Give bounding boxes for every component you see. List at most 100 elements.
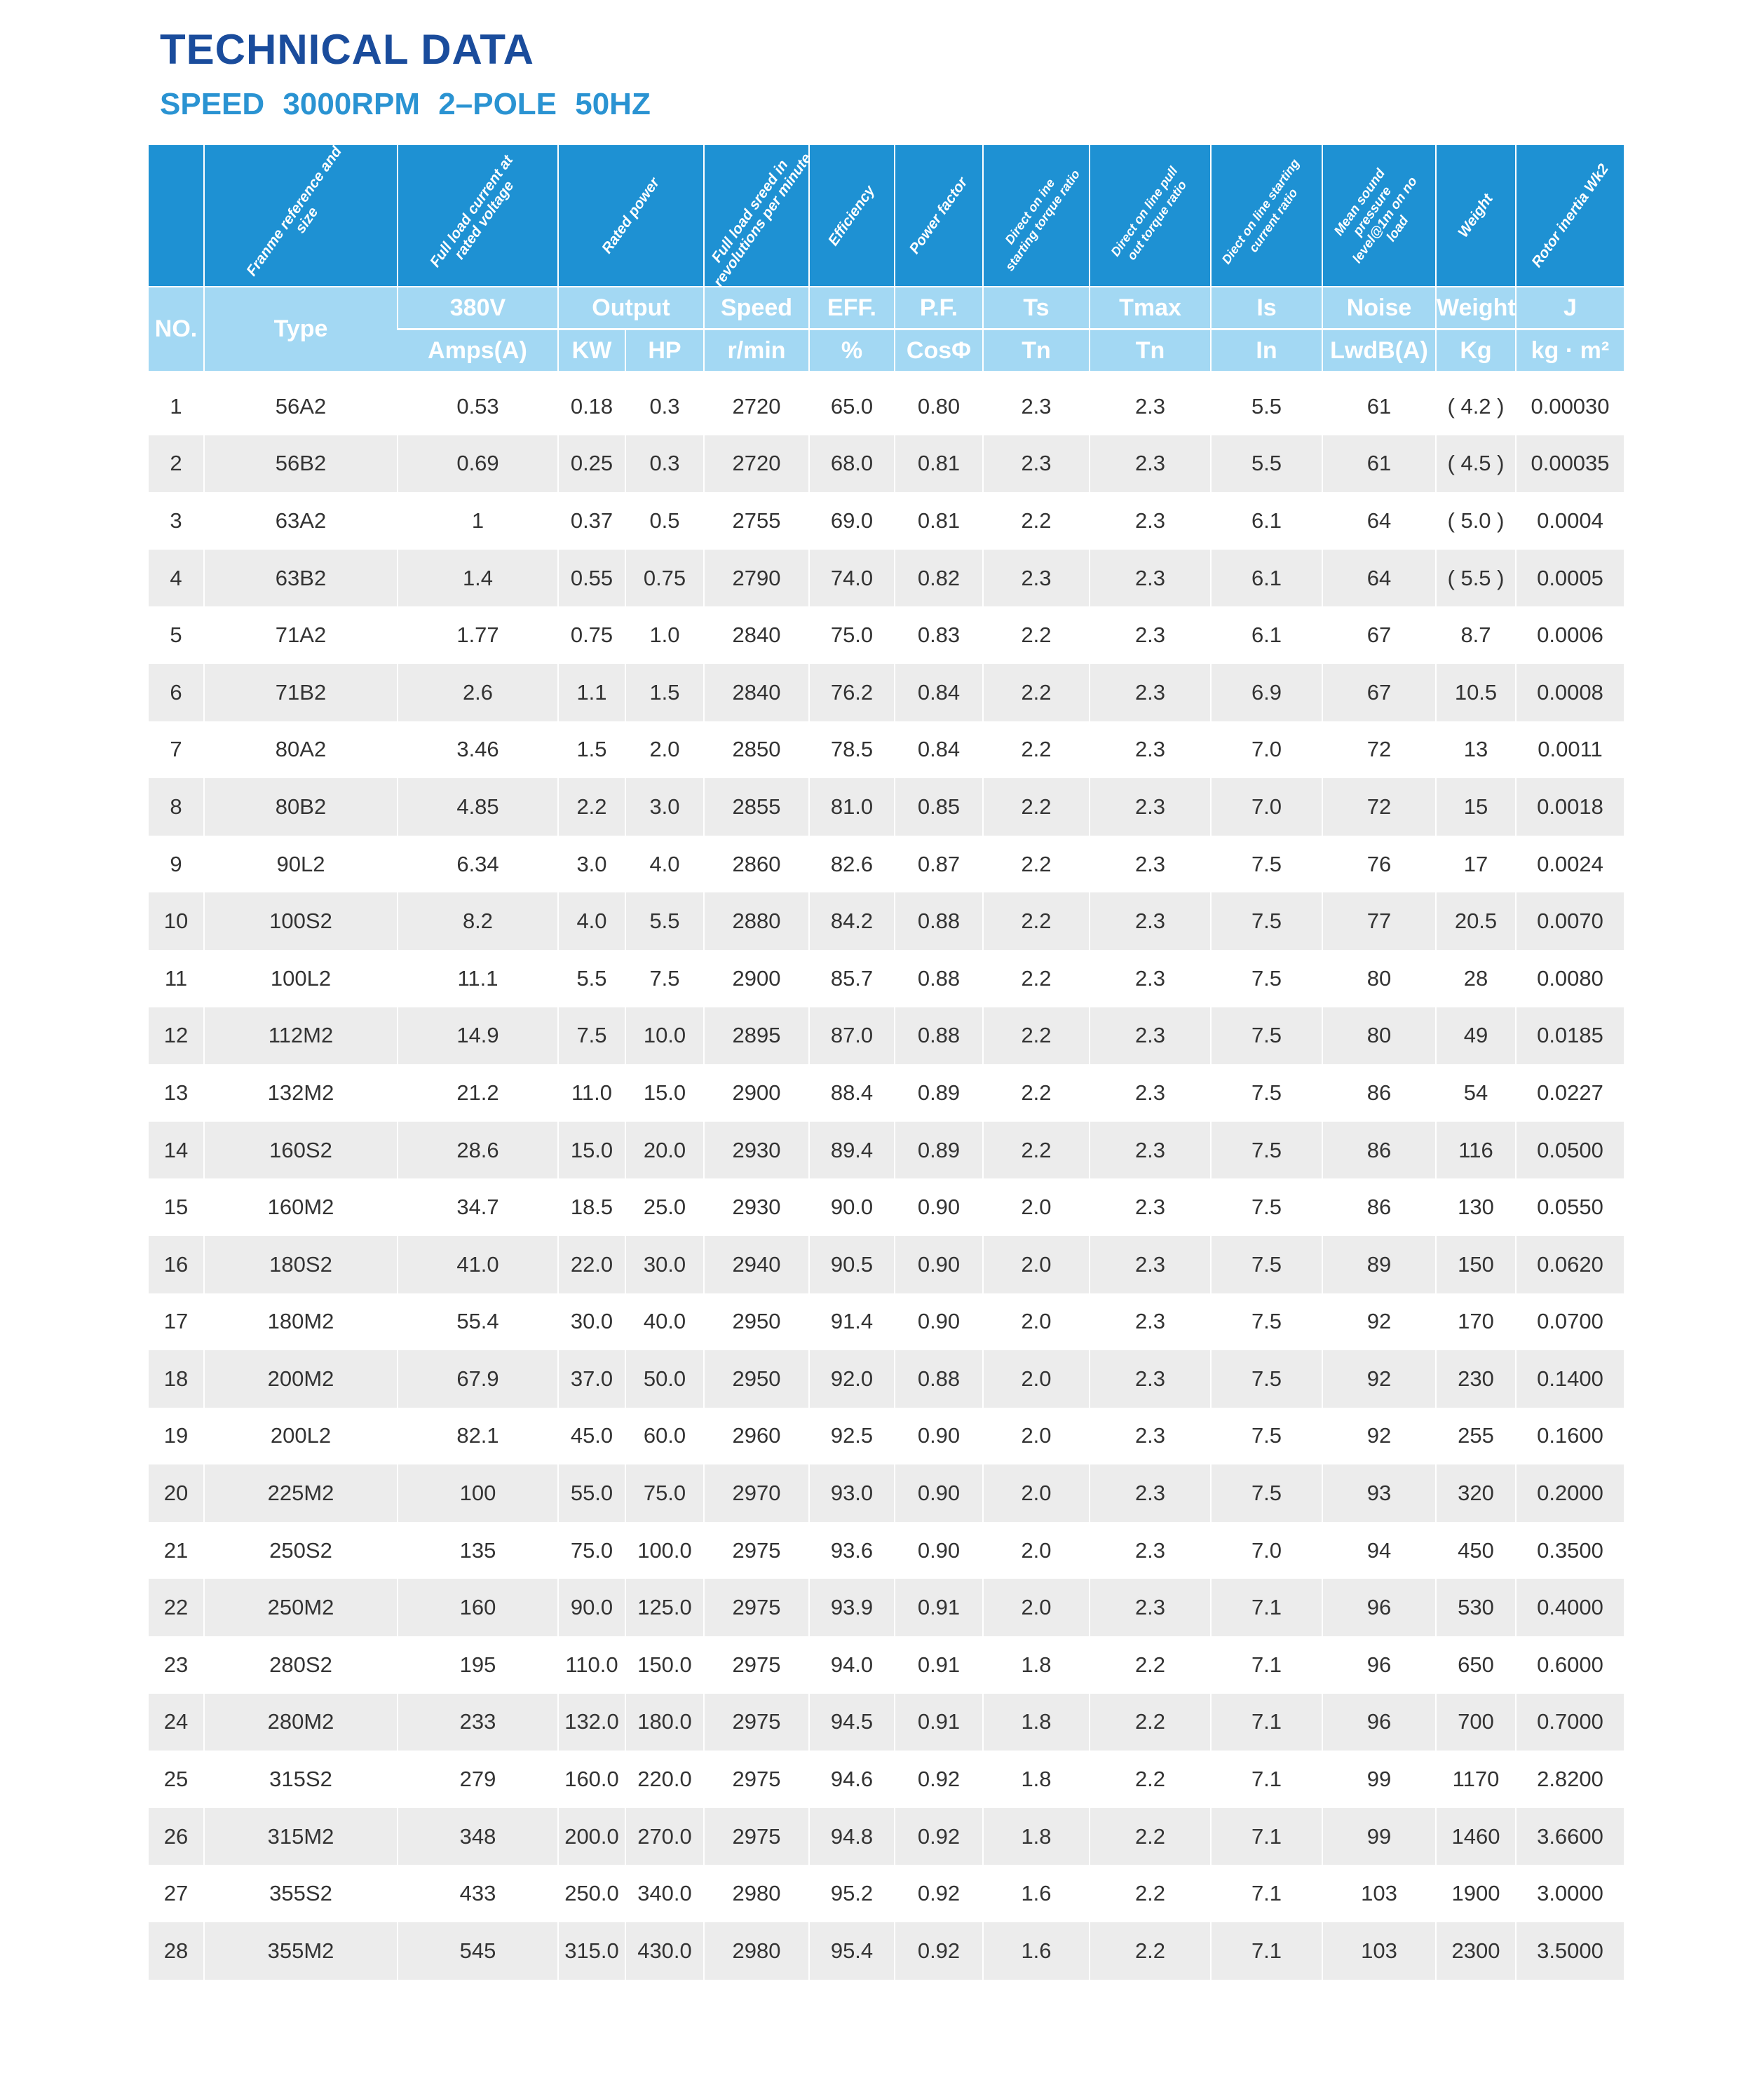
table-cell: 7.5 xyxy=(1210,1407,1322,1465)
table-cell: 30.0 xyxy=(625,1235,704,1293)
table-cell: 0.82 xyxy=(894,549,983,607)
table-row: 26 315M2 348 200.0 270.0 2975 94.8 0.92 1.8 2.2 7.… xyxy=(149,1807,1624,1865)
table-cell: 103 xyxy=(1322,1865,1436,1923)
table-cell: 225M2 xyxy=(203,1464,398,1522)
table-cell: 0.89 xyxy=(894,1064,983,1122)
table-cell: 0.90 xyxy=(894,1407,983,1465)
table-cell: 0.92 xyxy=(894,1751,983,1808)
table-cell: 2.3 xyxy=(1089,1293,1211,1351)
table-cell: 75.0 xyxy=(557,1521,625,1579)
table-cell: 76.2 xyxy=(808,663,895,721)
table-cell: 3.6600 xyxy=(1515,1807,1624,1865)
table-row: 1 56A2 0.53 0.18 0.3 2720 65.0 0.80 2.3 2.3 5.5 61(… xyxy=(149,371,1624,435)
table-cell: 15 xyxy=(1435,778,1516,836)
header-380v: 380V xyxy=(397,286,558,329)
table-cell: 2720 xyxy=(703,435,809,493)
table-cell: 0.85 xyxy=(894,778,983,836)
table-cell: 7.5 xyxy=(1210,1121,1322,1179)
table-cell: 17 xyxy=(1435,835,1516,893)
table-cell: 2.3 xyxy=(982,435,1090,493)
table-cell: 200L2 xyxy=(203,1407,398,1465)
table-cell: 112M2 xyxy=(203,1007,398,1065)
table-cell: 0.0550 xyxy=(1515,1178,1624,1236)
table-cell: 2975 xyxy=(703,1693,809,1751)
table-cell: 2.2 xyxy=(1089,1636,1211,1694)
table-cell: 50.0 xyxy=(625,1350,704,1408)
table-cell: 7.1 xyxy=(1210,1865,1322,1923)
header-weight: Weight xyxy=(1435,286,1516,329)
table-cell: 94.8 xyxy=(808,1807,895,1865)
table-cell: 0.0004 xyxy=(1515,492,1624,550)
table-cell: 99 xyxy=(1322,1751,1436,1808)
table-cell: 1 xyxy=(397,492,558,550)
table-cell: 2900 xyxy=(703,1064,809,1122)
table-cell: 80A2 xyxy=(203,721,398,779)
header-desc-no xyxy=(149,145,204,287)
table-cell: 64 xyxy=(1322,492,1436,550)
table-cell: 88.4 xyxy=(808,1064,895,1122)
table-cell: 28 xyxy=(149,1922,204,1980)
table-cell: 7 xyxy=(170,737,182,762)
unit-kw: KW xyxy=(557,328,625,371)
table-cell: 2950 xyxy=(703,1350,809,1408)
table-cell: 0.5 xyxy=(625,492,704,550)
table-cell: 2.3 xyxy=(1089,778,1211,836)
table-cell: 8.2 xyxy=(397,892,558,950)
table-cell: 0.1400 xyxy=(1515,1350,1624,1408)
table-cell: 0.1600 xyxy=(1515,1407,1624,1465)
table-cell: 2.0 xyxy=(982,1464,1090,1522)
table-cell: 2980 xyxy=(703,1922,809,1980)
table-cell: 89.4 xyxy=(808,1121,895,1179)
header-desc-efficiency: Efficiency xyxy=(808,145,895,287)
table-cell: 280M2 xyxy=(203,1693,398,1751)
table-cell: 22.0 xyxy=(557,1235,625,1293)
table-cell: 14 xyxy=(149,1121,204,1179)
table-cell: 7.0 xyxy=(1210,1521,1322,1579)
table-cell: 2950 xyxy=(703,1293,809,1351)
table-cell: 23 xyxy=(163,1652,189,1677)
table-cell: 11 xyxy=(164,965,188,991)
table-cell: 2.2 xyxy=(982,1064,1090,1122)
table-cell: 220.0 xyxy=(625,1751,704,1808)
table-cell: 7.5 xyxy=(557,1007,625,1065)
table-cell: 75.0 xyxy=(808,606,895,664)
table-cell: 200.0 xyxy=(557,1807,625,1865)
table-cell: 2.0 xyxy=(982,1350,1090,1408)
table-cell: 92.5 xyxy=(808,1407,895,1465)
table-cell: 233 xyxy=(397,1693,558,1751)
table-cell: 1.1 xyxy=(557,663,625,721)
table-cell: 2755 xyxy=(703,492,809,550)
table-cell: 13 xyxy=(1435,721,1516,779)
table-cell: 2.2 xyxy=(982,492,1090,550)
description-header-row: Franme reference and size Full load curr… xyxy=(149,145,1624,287)
table-cell: 255 xyxy=(1435,1407,1516,1465)
header-ts: Ts xyxy=(982,286,1090,329)
table-cell: 0.75 xyxy=(625,549,704,607)
header-desc-speed: Full load sreed in revolutions per minut… xyxy=(703,145,809,287)
table-cell: 2.0 xyxy=(982,1178,1090,1236)
table-cell: 135 xyxy=(397,1521,558,1579)
table-cell: 81.0 xyxy=(808,778,895,836)
table-cell: 0.92 xyxy=(894,1865,983,1923)
table-cell: 200M2 xyxy=(203,1350,398,1408)
table-row: 12 112M2 14.9 7.5 10.0 2895 87.0 0.88 2.2 2.3 7.5 8… xyxy=(149,1007,1624,1065)
table-cell: 0.92 xyxy=(894,1922,983,1980)
table-cell: 0.69 xyxy=(397,435,558,493)
table-cell: 430.0 xyxy=(625,1922,704,1980)
table-row: 27 355S2 433 250.0 340.0 2980 95.2 0.92 1.6 2.2 7.… xyxy=(149,1865,1624,1923)
table-cell: 30.0 xyxy=(557,1293,625,1351)
table-cell: 80 xyxy=(1322,949,1436,1007)
table-cell: 2.0 xyxy=(982,1407,1090,1465)
table-cell: 93.9 xyxy=(808,1579,895,1637)
header-no: NO. xyxy=(149,286,204,371)
table-cell: 0.6000 xyxy=(1515,1636,1624,1694)
table-cell: 100.0 xyxy=(625,1521,704,1579)
table-cell: 15.0 xyxy=(625,1064,704,1122)
table-cell: 7.1 xyxy=(1210,1579,1322,1637)
table-cell: 0.0700 xyxy=(1515,1293,1624,1351)
table-cell: 2.3 xyxy=(1089,1235,1211,1293)
unit-pct: % xyxy=(808,328,895,371)
table-cell: 0.55 xyxy=(557,549,625,607)
table-cell: 2.2 xyxy=(982,1121,1090,1179)
table-cell: 1.8 xyxy=(982,1636,1090,1694)
